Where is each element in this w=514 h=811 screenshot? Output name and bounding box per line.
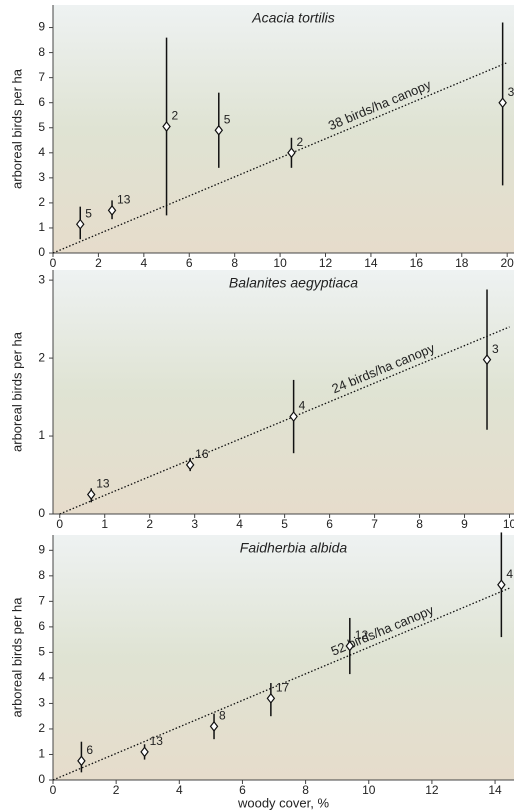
sample-size-label: 2 (296, 135, 303, 149)
y-tick-label: 6 (38, 619, 45, 633)
x-tick-label: 2 (95, 256, 102, 270)
x-tick-label: 10 (503, 517, 514, 531)
y-tick-label: 8 (38, 568, 45, 582)
x-tick-label: 7 (371, 517, 378, 531)
x-tick-label: 16 (410, 256, 424, 270)
x-tick-label: 0 (56, 517, 63, 531)
sample-size-label: 3 (508, 85, 514, 99)
y-tick-label: 5 (38, 645, 45, 659)
x-tick-label: 1 (101, 517, 108, 531)
x-tick-label: 3 (191, 517, 198, 531)
y-tick-label: 8 (38, 45, 45, 59)
sample-size-label: 6 (86, 743, 93, 757)
x-tick-label: 10 (362, 783, 376, 797)
y-tick-label: 3 (38, 696, 45, 710)
sample-size-label: 17 (276, 681, 290, 695)
y-tick-label: 3 (38, 272, 45, 286)
x-tick-label: 0 (50, 783, 57, 797)
panel-title: Balanites aegyptiaca (229, 275, 358, 291)
y-tick-label: 2 (38, 195, 45, 209)
y-tick-label: 1 (38, 747, 45, 761)
x-tick-label: 18 (455, 256, 469, 270)
y-tick-label: 1 (38, 428, 45, 442)
x-tick-label: 9 (461, 517, 468, 531)
plot-background (53, 270, 514, 514)
x-tick-label: 4 (140, 256, 147, 270)
sample-size-label: 4 (299, 399, 306, 413)
x-tick-label: 6 (186, 256, 193, 270)
y-tick-label: 2 (38, 721, 45, 735)
x-tick-label: 20 (501, 256, 514, 270)
y-axis-label: arboreal birds per ha (9, 68, 24, 189)
y-tick-label: 2 (38, 350, 45, 364)
x-tick-label: 2 (113, 783, 120, 797)
x-tick-label: 8 (231, 256, 238, 270)
y-tick-label: 4 (38, 145, 45, 159)
x-tick-label: 6 (326, 517, 333, 531)
x-tick-label: 0 (50, 256, 57, 270)
y-tick-label: 9 (38, 20, 45, 34)
sample-size-label: 13 (96, 477, 110, 491)
sample-size-label: 5 (224, 112, 231, 126)
x-tick-label: 12 (319, 256, 333, 270)
plot-background (53, 5, 514, 253)
sample-size-label: 8 (219, 709, 226, 723)
y-axis-label: arboreal birds per ha (9, 597, 24, 718)
sample-size-label: 13 (150, 734, 164, 748)
y-tick-label: 3 (38, 170, 45, 184)
x-tick-label: 14 (488, 783, 502, 797)
sample-size-label: 4 (506, 567, 513, 581)
sample-size-label: 2 (172, 109, 179, 123)
x-tick-label: 5 (281, 517, 288, 531)
x-tick-label: 4 (236, 517, 243, 531)
x-tick-label: 14 (364, 256, 378, 270)
y-tick-label: 0 (38, 772, 45, 786)
sample-size-label: 5 (85, 206, 92, 220)
y-tick-label: 7 (38, 70, 45, 84)
sample-size-label: 12 (355, 628, 369, 642)
y-tick-label: 4 (38, 670, 45, 684)
x-tick-label: 4 (176, 783, 183, 797)
sample-size-label: 16 (195, 447, 209, 461)
sample-size-label: 13 (117, 193, 131, 207)
plot-background (53, 535, 514, 780)
y-tick-label: 1 (38, 220, 45, 234)
panel-title: Faidherbia albida (240, 540, 348, 556)
y-tick-label: 6 (38, 95, 45, 109)
panel-title: Acacia tortilis (251, 10, 334, 26)
y-tick-label: 7 (38, 594, 45, 608)
x-tick-label: 12 (425, 783, 439, 797)
y-tick-label: 0 (38, 245, 45, 259)
y-tick-label: 9 (38, 542, 45, 556)
x-tick-label: 2 (146, 517, 153, 531)
figure: 012345678902468101214161820Acacia tortil… (0, 0, 514, 811)
x-axis-label: woody cover, % (237, 795, 329, 810)
sample-size-label: 3 (492, 342, 499, 356)
x-tick-label: 8 (416, 517, 423, 531)
y-axis-label: arboreal birds per ha (9, 331, 24, 452)
x-tick-label: 10 (273, 256, 287, 270)
y-tick-label: 5 (38, 120, 45, 134)
y-tick-label: 0 (38, 506, 45, 520)
